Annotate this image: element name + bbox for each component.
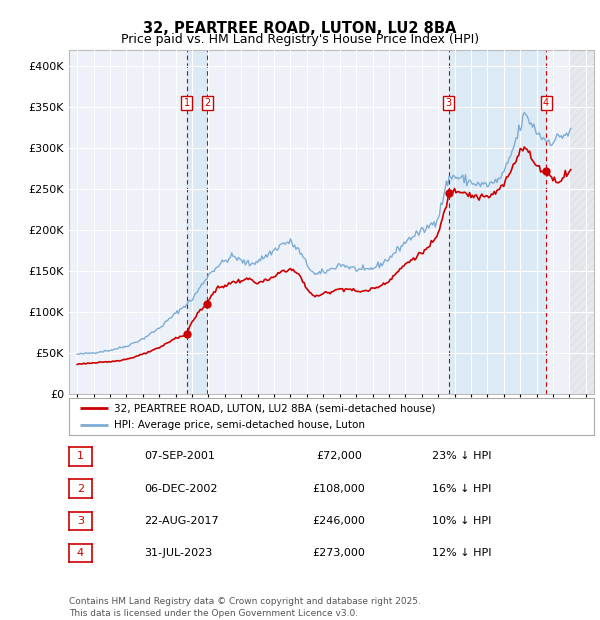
Text: 12% ↓ HPI: 12% ↓ HPI (432, 548, 491, 558)
Text: 2: 2 (204, 98, 210, 108)
Text: 3: 3 (446, 98, 452, 108)
Text: 4: 4 (77, 548, 84, 558)
Text: Price paid vs. HM Land Registry's House Price Index (HPI): Price paid vs. HM Land Registry's House … (121, 33, 479, 46)
Text: 4: 4 (543, 98, 549, 108)
Text: £72,000: £72,000 (316, 451, 362, 461)
Text: 32, PEARTREE ROAD, LUTON, LU2 8BA (semi-detached house): 32, PEARTREE ROAD, LUTON, LU2 8BA (semi-… (113, 403, 435, 413)
Text: 32, PEARTREE ROAD, LUTON, LU2 8BA: 32, PEARTREE ROAD, LUTON, LU2 8BA (143, 21, 457, 36)
Text: £246,000: £246,000 (313, 516, 365, 526)
Text: £108,000: £108,000 (313, 484, 365, 494)
Bar (187, 50, 207, 394)
Text: Contains HM Land Registry data © Crown copyright and database right 2025.
This d: Contains HM Land Registry data © Crown c… (69, 596, 421, 618)
Text: 1: 1 (77, 451, 84, 461)
Text: £273,000: £273,000 (313, 548, 365, 558)
Text: 10% ↓ HPI: 10% ↓ HPI (432, 516, 491, 526)
Text: 16% ↓ HPI: 16% ↓ HPI (432, 484, 491, 494)
Text: 23% ↓ HPI: 23% ↓ HPI (432, 451, 491, 461)
Text: 1: 1 (184, 98, 190, 108)
Text: 07-SEP-2001: 07-SEP-2001 (144, 451, 215, 461)
Text: 06-DEC-2002: 06-DEC-2002 (144, 484, 218, 494)
Text: 31-JUL-2023: 31-JUL-2023 (144, 548, 212, 558)
Text: 22-AUG-2017: 22-AUG-2017 (144, 516, 218, 526)
Text: 2: 2 (77, 484, 84, 494)
Text: 3: 3 (77, 516, 84, 526)
Text: HPI: Average price, semi-detached house, Luton: HPI: Average price, semi-detached house,… (113, 420, 365, 430)
Bar (449, 50, 546, 394)
Bar (569, 50, 594, 394)
